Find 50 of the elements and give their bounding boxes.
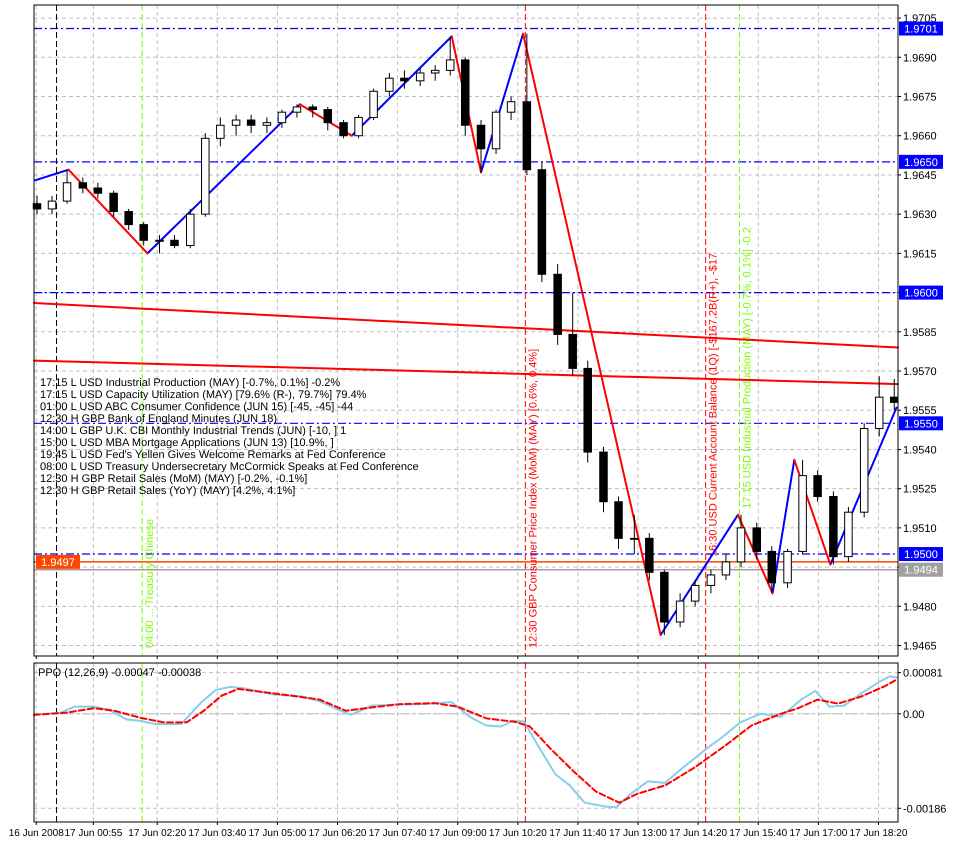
x-tick-label: 17 Jun 07:40 bbox=[368, 828, 427, 839]
ref-line-label: 1.9650 bbox=[904, 156, 938, 169]
y-tick-label: 1.9465 bbox=[903, 640, 937, 653]
annotation: 12:30 H GBP Retail Sales (YoY) (MAY) [4.2%, 4.1%] bbox=[40, 484, 296, 497]
y-tick-label: 1.9585 bbox=[903, 326, 937, 339]
x-tick-label: 17 Jun 15:40 bbox=[729, 828, 788, 839]
y-tick-label: 1.9630 bbox=[903, 209, 937, 222]
y-tick-label: -0.00186 bbox=[903, 803, 946, 816]
x-tick-label: 17 Jun 05:00 bbox=[248, 828, 307, 839]
ref-line-label: 1.9600 bbox=[904, 288, 938, 300]
ref-line-label: 04:00 ... Treasury Chinese bbox=[144, 518, 156, 648]
chart-title: PPO (12,26,9) -0.00047 -0.00038 bbox=[38, 667, 202, 679]
y-tick-label: 1.9615 bbox=[903, 248, 937, 260]
y-tick-label: 1.9675 bbox=[903, 92, 937, 104]
annotation: 17:15 L USD Industrial Production (MAY) [-0.7%, 0.1%] -0.2% bbox=[40, 376, 340, 389]
y-tick-label: 0.00081 bbox=[903, 668, 943, 680]
y-tick-label: 1.9480 bbox=[903, 601, 937, 614]
y-tick-label: 0.00 bbox=[903, 708, 924, 721]
y-tick-label: 1.9540 bbox=[903, 444, 937, 456]
x-tick-label: 17 Jun 02:20 bbox=[128, 828, 187, 839]
annotation: 15:00 L USD MBA Mortgage Applications (JUN 13) [10.9%, ] bbox=[40, 436, 334, 449]
ref-line-label: 1.9497 bbox=[41, 556, 75, 569]
x-tick-label: 17 Jun 10:20 bbox=[488, 828, 548, 839]
annotation: 01:00 L USD ABC Consumer Confidence (JUN 15) [-45, -45] -44 bbox=[40, 400, 354, 413]
ref-line-label: 17:15 USD Industrial Production (MAY) [-0.7%, 0.1%] -0.2 bbox=[741, 227, 754, 509]
x-tick-label: 17 Jun 13:00 bbox=[609, 828, 668, 839]
x-tick-label: 17 Jun 06:20 bbox=[308, 828, 367, 839]
x-tick-label: 17 Jun 09:00 bbox=[428, 828, 488, 839]
ref-line-label: 1.9701 bbox=[904, 24, 938, 36]
y-tick-label: 1.9660 bbox=[903, 130, 937, 143]
y-tick-label: 1.9690 bbox=[903, 52, 937, 64]
x-tick-label: 17 Jun 14:20 bbox=[669, 828, 728, 839]
x-tick-label: 17 Jun 00:55 bbox=[64, 828, 123, 839]
y-tick-label: 1.9555 bbox=[903, 405, 937, 418]
x-tick-label: 17 Jun 03:40 bbox=[188, 828, 247, 839]
ref-line-label: 1.9500 bbox=[904, 549, 938, 562]
y-tick-label: 1.9645 bbox=[903, 170, 937, 182]
ref-line-label: 1.9494 bbox=[904, 564, 938, 577]
ref-line-label: 1.9550 bbox=[904, 418, 938, 430]
x-tick-label: 16 Jun 2008 bbox=[8, 828, 64, 839]
x-tick-label: 17 Jun 18:20 bbox=[850, 828, 908, 839]
x-tick-label: 17 Jun 11:40 bbox=[549, 828, 607, 839]
y-tick-label: 1.9570 bbox=[903, 366, 937, 378]
y-tick-label: 1.9525 bbox=[903, 484, 937, 496]
annotation: 19:45 L USD Fed's Yellen Gives Welcome Remarks at Fed Conference bbox=[40, 448, 386, 461]
x-tick-label: 17 Jun 17:00 bbox=[789, 828, 848, 839]
y-tick-label: 1.9510 bbox=[903, 522, 937, 535]
annotation: 12:30 H GBP Bank of England Minutes (JUN 18) bbox=[40, 412, 278, 425]
annotation: 12:30 H GBP Retail Sales (MoM) (MAY) [-0.2%, -0.1%] bbox=[40, 472, 308, 485]
ref-line-label: 12:30 GBP Consumer Price Index (MoM) (MAY) [0.6%, 0.4%] bbox=[527, 348, 540, 648]
